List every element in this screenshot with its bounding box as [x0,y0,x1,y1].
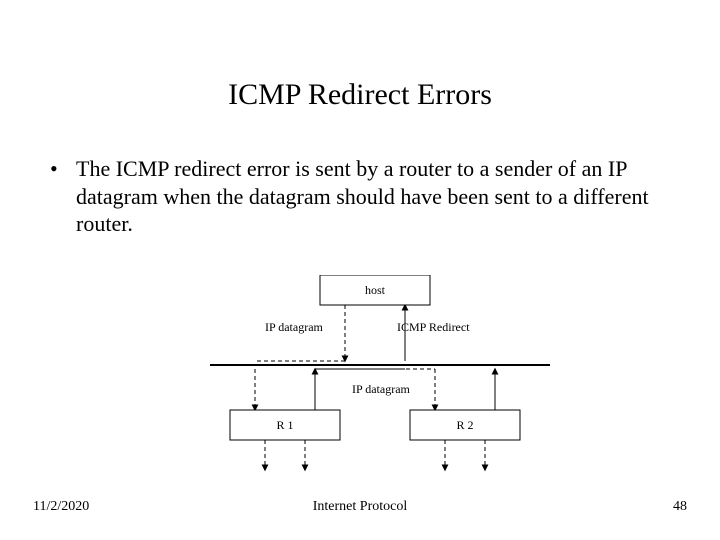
bullet-item: • The ICMP redirect error is sent by a r… [50,155,650,238]
svg-text:host: host [365,283,386,297]
svg-text:R 2: R 2 [456,418,473,432]
svg-text:ICMP Redirect: ICMP Redirect [397,320,470,334]
network-diagram: host R 1 R 2 IP datagram ICMP Redirect IP dat… [210,275,550,475]
svg-text:R 1: R 1 [276,418,293,432]
bullet-text: The ICMP redirect error is sent by a rou… [76,155,650,238]
diagram-svg: host R 1 R 2 IP datagram ICMP Redirect IP dat… [210,275,550,475]
bullet-dot-icon: • [50,155,58,183]
svg-text:IP datagram: IP datagram [265,320,324,334]
svg-text:IP datagram: IP datagram [352,382,411,396]
footer-page-number: 48 [673,499,687,515]
footer-title: Internet Protocol [0,499,720,515]
slide: ICMP Redirect Errors • The ICMP redirect… [0,0,720,540]
slide-title: ICMP Redirect Errors [0,78,720,112]
